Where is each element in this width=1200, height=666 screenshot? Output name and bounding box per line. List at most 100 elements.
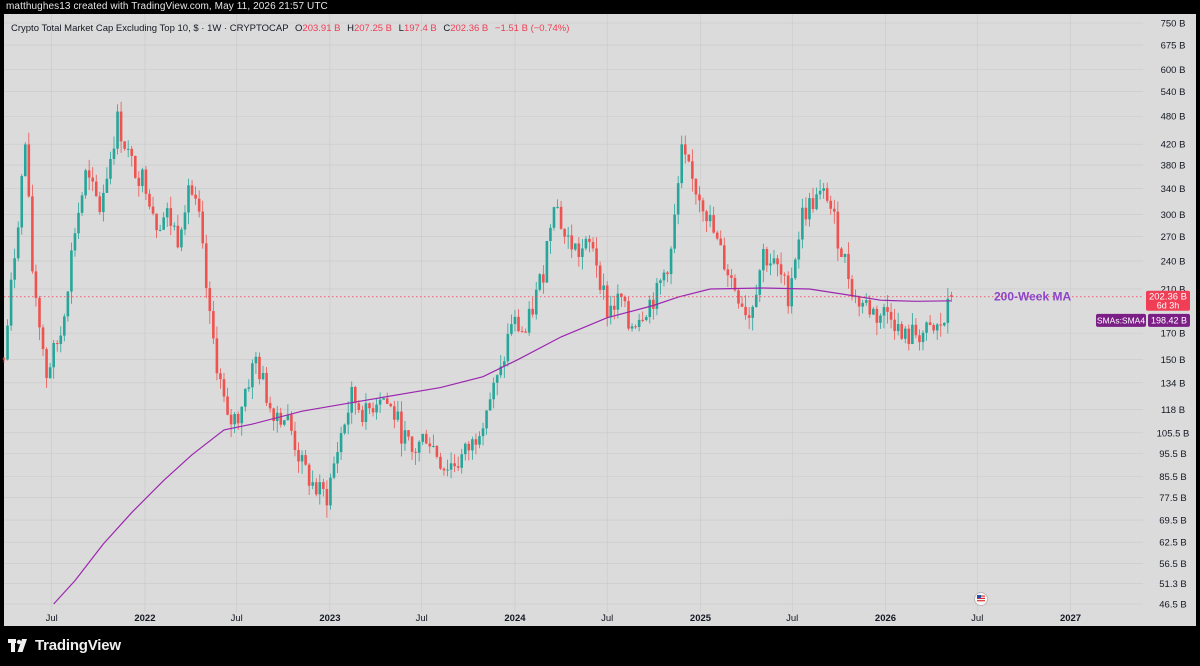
candle-body — [694, 178, 698, 195]
candle — [723, 237, 726, 271]
candle — [247, 379, 251, 392]
candle-body — [208, 288, 212, 312]
candle — [183, 205, 187, 236]
candle — [364, 393, 368, 430]
candle-body — [94, 181, 98, 197]
candle-body — [6, 325, 9, 360]
candle — [861, 299, 864, 314]
candle-body — [744, 306, 747, 316]
candle-body — [861, 302, 864, 307]
candle — [23, 142, 27, 177]
candle — [297, 442, 300, 473]
tradingview-logo[interactable]: TradingView — [8, 637, 121, 654]
candle — [801, 198, 804, 249]
candle-body — [620, 293, 623, 297]
candle — [726, 264, 730, 287]
candle-body — [474, 439, 478, 445]
y-tick-label: 480 B — [1161, 112, 1186, 123]
candle — [16, 221, 20, 262]
candle — [226, 387, 229, 416]
candle — [73, 227, 77, 257]
candle — [765, 246, 769, 272]
candle-body — [432, 445, 435, 447]
candle — [907, 324, 911, 351]
candle — [570, 224, 574, 259]
y-axis: 750 B 675 B 600 B 540 B 480 B 420 B 380 B 340 B… — [1157, 19, 1190, 611]
candle — [659, 278, 662, 295]
candle — [432, 434, 435, 448]
candle-body — [776, 258, 779, 265]
candle-body — [254, 356, 258, 364]
candle-body — [857, 296, 861, 307]
candle-body — [939, 324, 943, 326]
candle-body — [155, 213, 158, 231]
candle-body — [410, 436, 414, 452]
candle-body — [513, 316, 517, 325]
candle-body — [361, 410, 364, 423]
candle — [417, 440, 421, 462]
candle — [939, 312, 943, 337]
candle — [637, 313, 641, 332]
candle-body — [407, 430, 410, 437]
candle-body — [549, 227, 552, 241]
candle — [212, 300, 215, 345]
candle-body — [52, 342, 55, 368]
candle-body — [194, 194, 197, 199]
candle — [261, 365, 265, 381]
candle — [911, 313, 914, 345]
candle-body — [538, 274, 542, 290]
candle-body — [762, 249, 765, 271]
candles — [2, 101, 953, 518]
candle — [325, 480, 329, 518]
candle — [130, 145, 134, 167]
candle-body — [91, 177, 95, 182]
candle — [467, 440, 471, 461]
candle-body — [286, 414, 290, 421]
legend-change: −1.51 B (−0.74%) — [495, 23, 569, 34]
candle — [279, 407, 283, 428]
candle-body — [396, 411, 400, 420]
candle-body — [559, 206, 563, 229]
candle — [109, 151, 112, 185]
candle — [946, 287, 950, 334]
candle — [790, 267, 794, 314]
candle-body — [907, 328, 911, 345]
candle-body — [70, 250, 73, 292]
earnings-flag-icon[interactable] — [974, 592, 988, 606]
candle-body — [510, 324, 513, 334]
candle-body — [573, 243, 577, 250]
last-price-countdown: 6d 3h — [1157, 301, 1180, 311]
candle — [219, 368, 222, 389]
candle-body — [577, 243, 581, 257]
candle-body — [503, 361, 506, 367]
candle-body — [637, 319, 641, 328]
candle — [634, 324, 637, 330]
tradingview-brand: TradingView — [35, 637, 121, 654]
candle-body — [499, 366, 503, 376]
candle-body — [346, 412, 350, 425]
candle-body — [236, 413, 240, 424]
candle-body — [165, 208, 169, 218]
candle-body — [2, 358, 6, 360]
candle-body — [488, 399, 492, 411]
candle — [584, 235, 588, 251]
candle-body — [243, 388, 247, 407]
candle-body — [357, 403, 361, 411]
candle-body — [893, 319, 896, 332]
candle-body — [584, 238, 588, 249]
candle-body — [825, 188, 829, 201]
candle-body — [928, 322, 932, 325]
candle-body — [864, 300, 868, 303]
legend-c-value: 202.36 B — [450, 23, 488, 34]
candle-body — [563, 228, 566, 237]
candle-body — [506, 333, 510, 362]
candle — [495, 374, 499, 396]
candle — [265, 366, 268, 407]
candle — [268, 396, 272, 413]
candle-body — [20, 176, 24, 228]
candle — [187, 178, 190, 225]
candle-body — [141, 169, 144, 187]
candle — [80, 192, 84, 216]
candle — [662, 269, 666, 287]
